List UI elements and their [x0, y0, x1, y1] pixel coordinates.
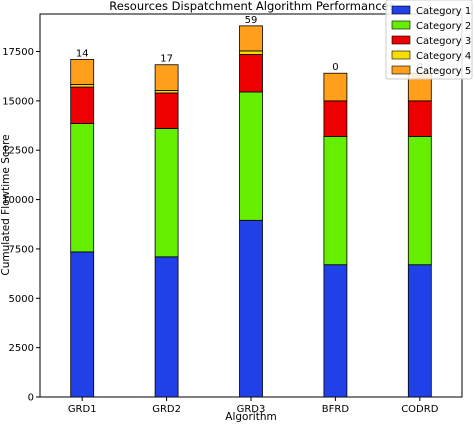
bar-grd3-category-3	[239, 54, 263, 93]
bar-codrd-category-1	[407, 264, 432, 398]
x-axis-label: Algorithm	[225, 411, 276, 423]
legend-entry: Category 2	[416, 21, 471, 32]
y-tick-label: 7500	[9, 244, 34, 255]
legend-swatch	[391, 50, 411, 60]
bar-grd2-category-5	[154, 64, 179, 91]
y-tick-label: 2500	[9, 343, 34, 354]
y-tick-label: 5000	[9, 294, 34, 305]
legend-entry: Category 3	[416, 36, 471, 47]
legend-entry: Category 5	[416, 66, 471, 77]
bar-bfrd-category-3	[323, 100, 348, 137]
y-axis: 0 2500 5000 7500 10000 12500 15000 17500	[2, 47, 40, 404]
bar-bfrd-category-5	[323, 72, 348, 102]
bar-label: 17	[160, 54, 173, 65]
bar-grd1-category-3	[70, 86, 95, 124]
x-tick-label: CODRD	[401, 404, 439, 415]
y-tick-label: 17500	[2, 47, 34, 58]
bar-label: 14	[76, 48, 89, 59]
x-tick-label: BFRD	[322, 404, 350, 415]
bar-codrd-category-2	[407, 136, 432, 266]
bar-bfrd-category-1	[323, 264, 348, 398]
x-tick-label: GRD1	[68, 404, 97, 415]
bar-label: 0	[332, 62, 338, 73]
bar-grd2-category-2	[154, 128, 179, 258]
legend-swatch	[391, 5, 411, 15]
bar-grd1-category-2	[70, 123, 95, 253]
legend: Category 1 Category 2 Category 3 Category 4…	[385, 0, 473, 80]
bar-grd2-category-3	[154, 92, 179, 129]
legend-swatch	[391, 65, 411, 75]
y-tick-label: 12500	[2, 146, 34, 157]
bar-label: 59	[245, 15, 258, 26]
bar-grd1-category-1	[70, 251, 95, 398]
chart-title: Resources Dispatchment Algorithm Perform…	[109, 0, 394, 13]
bar-grd2-category-1	[154, 256, 179, 398]
x-axis: GRD1 GRD2 GRD3 BFRD CODRD	[68, 397, 439, 415]
bar-grd3-category-2	[239, 91, 263, 221]
y-tick-label: 10000	[2, 195, 34, 206]
bars	[70, 25, 432, 398]
y-tick-label: 15000	[2, 96, 34, 107]
x-tick-label: GRD3	[237, 404, 266, 415]
legend-entry: Category 4	[416, 51, 471, 62]
bar-codrd-category-3	[407, 100, 432, 137]
y-axis-label: Cumulated Flowtime Score	[0, 134, 12, 275]
bar-grd3-category-4	[239, 50, 263, 55]
bar-grd3-category-5	[239, 25, 263, 52]
bar-bfrd-category-2	[323, 136, 348, 266]
bar-grd3-category-1	[239, 219, 263, 398]
bar-grd1-category-5	[70, 59, 95, 85]
x-tick-label: GRD2	[152, 404, 181, 415]
legend-swatch	[391, 20, 411, 30]
legend-swatch	[391, 35, 411, 45]
legend-entry: Category 1	[416, 6, 471, 17]
y-tick-label: 0	[28, 393, 34, 404]
